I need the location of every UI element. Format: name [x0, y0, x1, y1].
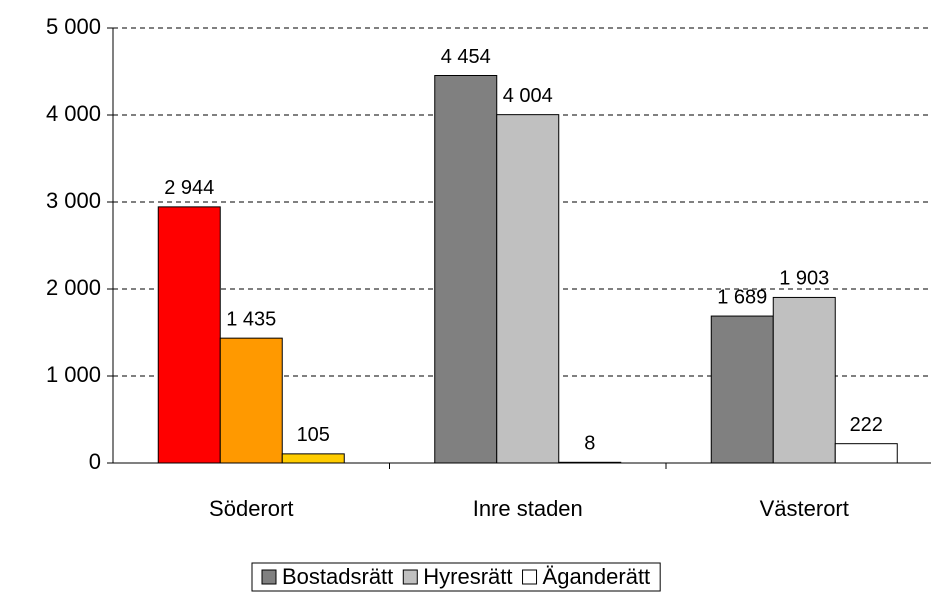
- y-tick-label: 5 000: [46, 14, 101, 39]
- data-label: 2 944: [164, 177, 214, 199]
- data-label: 4 004: [503, 85, 553, 107]
- bar: [710, 315, 774, 464]
- data-label: 105: [297, 424, 330, 446]
- data-label: 4 454: [441, 46, 491, 68]
- x-tick-label: Inre staden: [473, 496, 583, 521]
- x-tick-label: Västerort: [760, 496, 849, 521]
- data-label: 1 903: [779, 268, 829, 290]
- y-tick-label: 4 000: [46, 101, 101, 126]
- y-tick-label: 3 000: [46, 188, 101, 213]
- y-tick-label: 0: [89, 449, 101, 474]
- data-label: 8: [584, 433, 595, 455]
- bar: [496, 114, 560, 464]
- bar: [558, 461, 622, 464]
- legend-label: Äganderätt: [543, 564, 651, 589]
- data-label: 1 689: [717, 286, 767, 308]
- legend-swatch: [261, 569, 277, 585]
- x-tick-label: Söderort: [209, 496, 293, 521]
- legend-swatch: [522, 569, 538, 585]
- y-tick-label: 2 000: [46, 275, 101, 300]
- bar: [219, 337, 283, 464]
- bar: [157, 206, 221, 464]
- legend-swatch: [402, 569, 418, 585]
- legend-label: Hyresrätt: [423, 564, 512, 589]
- data-label: 222: [850, 414, 883, 436]
- legend-box: [251, 562, 661, 592]
- legend-label: Bostadsrätt: [282, 564, 393, 589]
- bar: [772, 296, 836, 464]
- bar: [834, 443, 898, 464]
- y-tick-label: 1 000: [46, 362, 101, 387]
- data-label: 1 435: [226, 308, 276, 330]
- bar: [434, 75, 498, 464]
- bar: [281, 453, 345, 464]
